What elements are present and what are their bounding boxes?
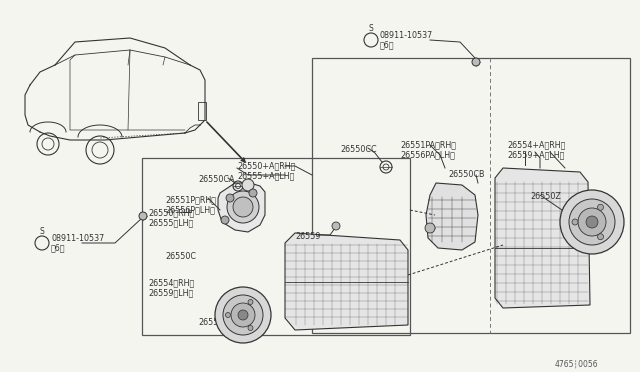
Text: 26554（RH）: 26554（RH） — [148, 278, 195, 287]
Circle shape — [226, 194, 234, 202]
Circle shape — [586, 216, 598, 228]
Circle shape — [221, 216, 229, 224]
Text: 26550Z: 26550Z — [530, 192, 561, 201]
Bar — [198, 102, 206, 120]
Circle shape — [248, 299, 253, 305]
Text: 08911-10537: 08911-10537 — [380, 31, 433, 39]
Text: 26555+A（LH）: 26555+A（LH） — [237, 171, 294, 180]
Text: 26556P（LH）: 26556P（LH） — [165, 205, 215, 214]
Bar — [312, 58, 630, 333]
Text: 26550+A（RH）: 26550+A（RH） — [237, 161, 296, 170]
Text: 26550Z: 26550Z — [198, 318, 229, 327]
Circle shape — [569, 199, 615, 245]
Bar — [142, 158, 410, 335]
Text: 26559+A（LH）: 26559+A（LH） — [507, 150, 564, 159]
Text: 26551P（RH）: 26551P（RH） — [165, 195, 216, 204]
Circle shape — [578, 208, 606, 236]
Text: 26550（RH）: 26550（RH） — [148, 208, 195, 217]
Circle shape — [560, 190, 624, 254]
Circle shape — [425, 223, 435, 233]
Text: （6）: （6） — [51, 244, 65, 253]
Text: 26554+A（RH）: 26554+A（RH） — [507, 140, 565, 149]
Circle shape — [238, 310, 248, 320]
Circle shape — [215, 287, 271, 343]
Polygon shape — [426, 183, 478, 250]
Circle shape — [249, 189, 257, 197]
Circle shape — [242, 179, 254, 191]
Circle shape — [572, 219, 578, 225]
Circle shape — [139, 212, 147, 220]
Text: 26559（LH）: 26559（LH） — [148, 288, 193, 297]
Circle shape — [225, 312, 230, 317]
Circle shape — [332, 222, 340, 230]
Circle shape — [231, 303, 255, 327]
Text: S: S — [369, 24, 373, 33]
Circle shape — [233, 197, 253, 217]
Text: 4765┆0056: 4765┆0056 — [555, 360, 598, 369]
Text: 26550CC: 26550CC — [340, 145, 376, 154]
Circle shape — [472, 58, 480, 66]
Text: 26556PA（LH）: 26556PA（LH） — [400, 150, 455, 159]
Circle shape — [227, 191, 259, 223]
Text: 26559: 26559 — [295, 232, 321, 241]
Text: 26555（LH）: 26555（LH） — [148, 218, 193, 227]
Circle shape — [598, 204, 604, 210]
Circle shape — [598, 234, 604, 240]
Polygon shape — [285, 233, 408, 330]
Text: 26551PA（RH）: 26551PA（RH） — [400, 140, 456, 149]
Circle shape — [223, 295, 263, 335]
Text: 26550CB: 26550CB — [448, 170, 484, 179]
Text: 26550CA: 26550CA — [198, 175, 234, 184]
Circle shape — [248, 326, 253, 330]
Text: S: S — [40, 227, 44, 236]
Text: 26550C: 26550C — [165, 252, 196, 261]
Text: 08911-10537: 08911-10537 — [51, 234, 104, 243]
Polygon shape — [218, 183, 265, 232]
Polygon shape — [495, 168, 590, 308]
Text: （6）: （6） — [380, 41, 394, 49]
